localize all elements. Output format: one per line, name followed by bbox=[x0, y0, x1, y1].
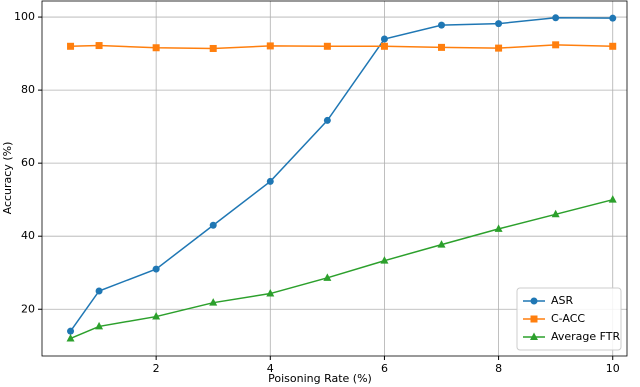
y-tick-label: 40 bbox=[21, 229, 35, 242]
legend-label: C-ACC bbox=[551, 312, 585, 325]
x-tick-label: 2 bbox=[153, 362, 160, 375]
marker bbox=[380, 256, 389, 264]
marker bbox=[380, 35, 388, 43]
marker bbox=[552, 14, 560, 22]
marker bbox=[438, 43, 446, 51]
x-tick-label: 6 bbox=[381, 362, 388, 375]
series-line bbox=[69, 17, 613, 332]
marker bbox=[152, 312, 161, 320]
marker bbox=[67, 42, 75, 50]
marker bbox=[609, 42, 617, 50]
marker bbox=[551, 209, 560, 218]
marker bbox=[323, 42, 331, 50]
marker bbox=[266, 177, 274, 185]
y-tick-label: 20 bbox=[21, 302, 35, 315]
marker bbox=[95, 42, 103, 50]
x-tick-label: 4 bbox=[267, 362, 274, 375]
marker bbox=[95, 287, 103, 295]
marker bbox=[530, 332, 538, 340]
marker bbox=[209, 221, 217, 229]
legend-box bbox=[516, 287, 622, 351]
marker bbox=[380, 42, 388, 50]
legend-label: Average FTR bbox=[551, 330, 621, 343]
marker bbox=[438, 21, 446, 29]
marker bbox=[495, 20, 503, 28]
marker bbox=[95, 321, 104, 330]
legend-label: ASR bbox=[551, 294, 574, 307]
x-axis-label: Poisoning Rate (%) bbox=[268, 372, 372, 385]
marker bbox=[323, 116, 331, 124]
x-tick-label: 10 bbox=[606, 362, 620, 375]
marker bbox=[495, 44, 503, 52]
marker bbox=[266, 42, 274, 50]
marker bbox=[323, 273, 332, 281]
y-tick-label: 60 bbox=[21, 156, 35, 169]
marker bbox=[608, 195, 617, 203]
marker bbox=[552, 41, 560, 49]
marker bbox=[609, 14, 617, 22]
marker bbox=[266, 289, 275, 297]
marker bbox=[209, 44, 217, 52]
marker bbox=[67, 327, 75, 335]
marker bbox=[66, 333, 75, 342]
marker bbox=[437, 240, 446, 248]
plot-frame bbox=[41, 0, 628, 357]
y-axis-label: Accuracy (%) bbox=[1, 142, 14, 215]
marker bbox=[494, 224, 503, 232]
marker bbox=[209, 298, 218, 306]
marker bbox=[530, 315, 538, 323]
x-tick-label: 8 bbox=[495, 362, 502, 375]
y-tick-label: 80 bbox=[21, 83, 35, 96]
marker bbox=[530, 297, 538, 305]
marker bbox=[152, 44, 160, 52]
marker bbox=[152, 265, 160, 273]
series-line bbox=[70, 44, 613, 50]
y-tick-label: 100 bbox=[14, 10, 35, 23]
legend: ASR C-ACC Average FTR bbox=[516, 287, 622, 351]
